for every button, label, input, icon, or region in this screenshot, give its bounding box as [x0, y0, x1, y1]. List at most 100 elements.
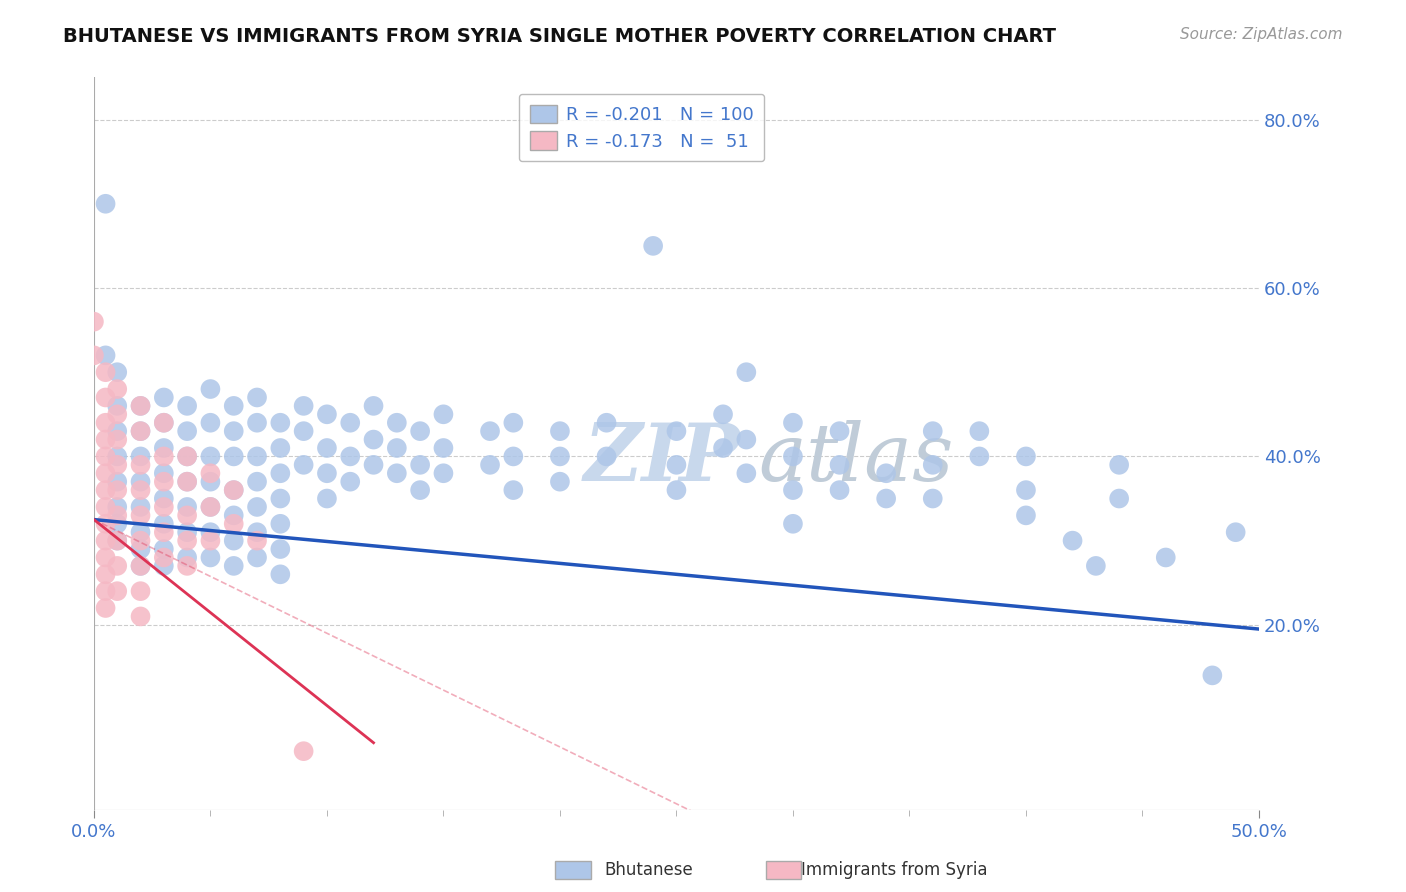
Point: [269, 542, 291, 557]
Point: [176, 500, 198, 514]
Point: [875, 467, 897, 481]
Point: [94, 348, 117, 362]
Point: [176, 550, 198, 565]
Point: [176, 399, 198, 413]
Point: [432, 441, 454, 455]
Point: [94, 391, 117, 405]
Point: [94, 365, 117, 379]
Point: [1015, 508, 1038, 523]
Point: [153, 416, 176, 430]
Point: [409, 458, 432, 472]
Point: [1084, 558, 1107, 573]
Point: [222, 516, 245, 531]
Point: [385, 416, 408, 430]
Point: [200, 467, 222, 481]
Point: [502, 450, 524, 464]
Point: [200, 450, 222, 464]
Text: Bhutanese: Bhutanese: [605, 861, 693, 879]
Point: [782, 450, 804, 464]
Point: [153, 542, 176, 557]
Point: [153, 450, 176, 464]
Point: [711, 441, 734, 455]
Point: [1015, 483, 1038, 497]
Point: [502, 483, 524, 497]
Point: [105, 508, 128, 523]
Point: [921, 491, 943, 506]
Point: [105, 516, 128, 531]
Point: [385, 441, 408, 455]
Point: [105, 584, 128, 599]
Point: [94, 433, 117, 447]
Point: [94, 567, 117, 582]
Point: [94, 550, 117, 565]
Point: [548, 450, 571, 464]
Point: [665, 424, 688, 438]
Point: [105, 407, 128, 421]
Point: [176, 450, 198, 464]
Point: [479, 424, 502, 438]
Point: [269, 516, 291, 531]
Point: [1015, 450, 1038, 464]
Point: [409, 424, 432, 438]
Point: [1108, 458, 1130, 472]
Point: [200, 550, 222, 565]
Point: [129, 533, 152, 548]
Text: BHUTANESE VS IMMIGRANTS FROM SYRIA SINGLE MOTHER POVERTY CORRELATION CHART: BHUTANESE VS IMMIGRANTS FROM SYRIA SINGL…: [63, 27, 1056, 45]
Point: [269, 491, 291, 506]
Point: [363, 458, 385, 472]
Point: [385, 467, 408, 481]
Point: [921, 424, 943, 438]
Point: [129, 399, 152, 413]
Point: [94, 483, 117, 497]
Point: [921, 458, 943, 472]
Point: [222, 558, 245, 573]
Point: [94, 533, 117, 548]
Point: [222, 450, 245, 464]
Point: [246, 475, 269, 489]
Point: [129, 525, 152, 540]
Point: [176, 558, 198, 573]
Point: [129, 483, 152, 497]
Text: atlas: atlas: [758, 420, 953, 497]
Point: [665, 458, 688, 472]
Point: [153, 416, 176, 430]
Point: [1201, 668, 1223, 682]
Point: [153, 500, 176, 514]
Point: [83, 348, 105, 362]
Point: [200, 475, 222, 489]
Point: [129, 609, 152, 624]
Point: [339, 475, 361, 489]
Point: [129, 508, 152, 523]
Text: Immigrants from Syria: Immigrants from Syria: [801, 861, 988, 879]
Point: [94, 416, 117, 430]
Point: [129, 500, 152, 514]
Point: [153, 558, 176, 573]
Point: [176, 450, 198, 464]
Point: [153, 467, 176, 481]
Point: [200, 500, 222, 514]
Point: [595, 450, 617, 464]
Point: [828, 424, 851, 438]
Point: [94, 601, 117, 615]
Point: [153, 441, 176, 455]
Point: [105, 365, 128, 379]
Point: [269, 467, 291, 481]
Point: [665, 483, 688, 497]
Point: [735, 467, 758, 481]
Point: [200, 500, 222, 514]
Point: [176, 475, 198, 489]
Point: [432, 467, 454, 481]
Point: [222, 424, 245, 438]
Point: [595, 416, 617, 430]
Point: [105, 450, 128, 464]
Point: [105, 500, 128, 514]
Point: [339, 416, 361, 430]
Point: [269, 567, 291, 582]
Point: [222, 483, 245, 497]
Point: [83, 315, 105, 329]
Point: [782, 416, 804, 430]
Point: [200, 533, 222, 548]
Point: [269, 441, 291, 455]
Point: [94, 500, 117, 514]
Point: [153, 525, 176, 540]
